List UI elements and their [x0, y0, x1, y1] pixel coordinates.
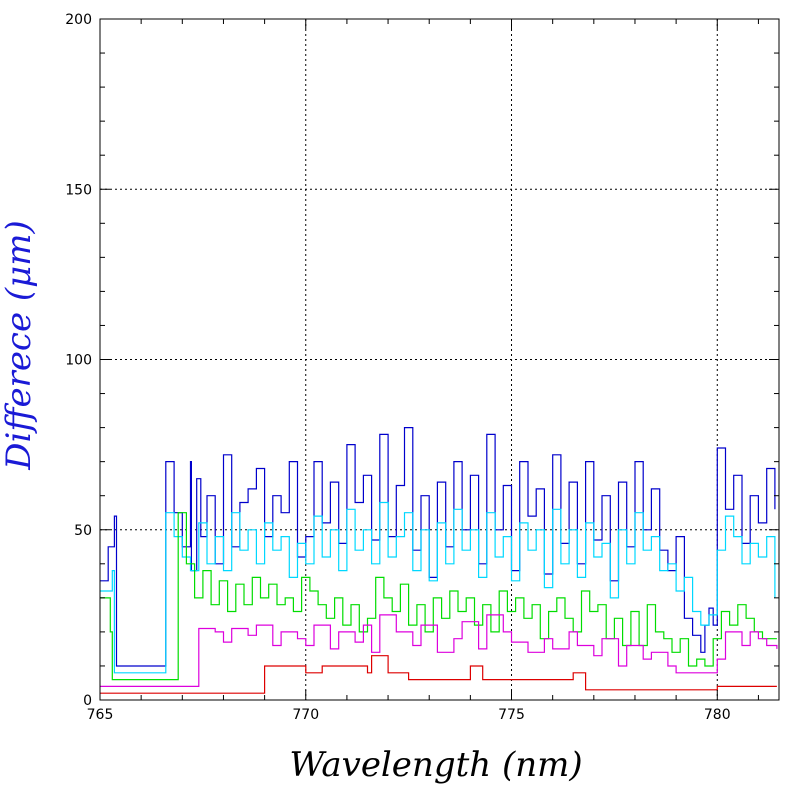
grid-lines — [100, 19, 779, 700]
series-layer — [100, 427, 778, 694]
axis-ticks — [99, 18, 779, 701]
series-line-5 — [100, 655, 777, 694]
y-tick-label: 150 — [65, 182, 92, 198]
x-axis-title: Wavelength (nm) — [289, 745, 582, 785]
y-tick-label: 0 — [83, 693, 92, 709]
y-tick-label: 50 — [74, 523, 92, 539]
x-tick-label: 770 — [292, 707, 319, 723]
x-tick-label: 775 — [498, 707, 525, 723]
x-tick-label: 780 — [704, 707, 731, 723]
y-axis-title: Differece (μm) — [0, 220, 39, 471]
y-tick-label: 100 — [65, 353, 92, 369]
series-line-2 — [100, 501, 776, 674]
x-tick-label: 765 — [87, 707, 114, 723]
tick-labels: 765 770 775 780 0 50 100 150 200 — [65, 12, 730, 723]
series-line-4 — [100, 614, 778, 687]
y-tick-label: 200 — [65, 12, 92, 28]
series-line-1 — [100, 427, 776, 667]
series-line-3 — [100, 512, 777, 681]
